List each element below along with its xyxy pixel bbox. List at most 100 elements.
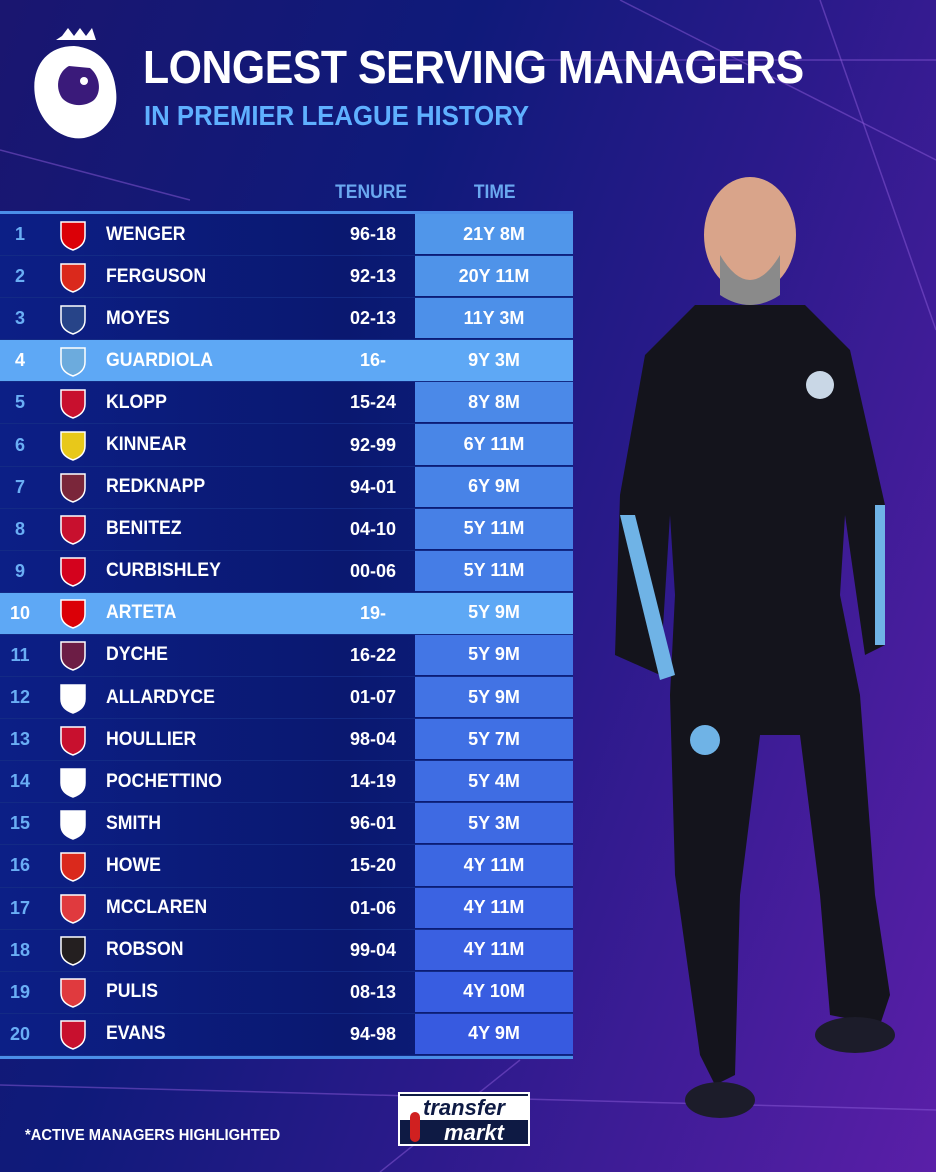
page-title: LONGEST SERVING MANAGERS [143, 41, 804, 93]
manager-name: CURBISHLEY [106, 560, 221, 582]
time-served: 6Y 9M [415, 466, 573, 507]
table-row: 8 BENITEZ 04-10 5Y 11M [0, 508, 573, 551]
manager-name: POCHETTINO [106, 770, 222, 792]
manager-name: MOYES [106, 307, 170, 329]
tenure: 08-13 [349, 981, 397, 1002]
time-served: 5Y 9M [415, 677, 573, 718]
time-served: 5Y 9M [468, 602, 520, 623]
rank: 16 [9, 855, 31, 876]
table-row: 4 GUARDIOLA 16- 9Y 3M [0, 340, 573, 383]
manager-name: HOWE [106, 854, 161, 876]
manager-name: MCCLAREN [106, 897, 208, 919]
tenure: 96-18 [349, 224, 397, 245]
tenure: 16- [359, 350, 386, 371]
column-header-time: TIME [473, 182, 516, 203]
table-row: 5 KLOPP 15-24 8Y 8M [0, 382, 573, 425]
tenure: 14-19 [349, 771, 397, 792]
club-badge-icon [40, 261, 106, 293]
manager-name: ALLARDYCE [106, 686, 215, 708]
table-row: 17 MCCLAREN 01-06 4Y 11M [0, 887, 573, 930]
transfermarkt-logo: transfer markt [398, 1092, 530, 1146]
club-badge-icon [40, 934, 106, 966]
time-served: 20Y 11M [415, 256, 573, 297]
rank: 20 [9, 1023, 31, 1044]
time-served: 21Y 8M [415, 214, 573, 255]
rank: 10 [9, 602, 31, 623]
manager-name: SMITH [106, 812, 161, 834]
club-badge-icon [40, 850, 106, 882]
tenure: 04-10 [349, 518, 397, 539]
table-row: 10 ARTETA 19- 5Y 9M [0, 592, 573, 635]
time-served: 4Y 9M [415, 1013, 573, 1054]
club-badge-icon [40, 1018, 106, 1051]
table-row: 18 ROBSON 99-04 4Y 11M [0, 929, 573, 972]
rank: 11 [10, 644, 30, 665]
rank: 7 [14, 476, 25, 497]
tenure: 15-20 [349, 855, 397, 876]
table-row: 15 SMITH 96-01 5Y 3M [0, 803, 573, 846]
table-row: 7 REDKNAPP 94-01 6Y 9M [0, 466, 573, 509]
manager-name: REDKNAPP [106, 476, 206, 498]
club-badge-icon [40, 513, 106, 545]
table-row: 11 DYCHE 16-22 5Y 9M [0, 634, 573, 678]
rank: 12 [9, 687, 31, 708]
table-row: 3 MOYES 02-13 11Y 3M [0, 298, 573, 341]
rank: 4 [14, 350, 25, 371]
rank: 19 [9, 981, 31, 1002]
manager-name: BENITEZ [106, 518, 182, 540]
manager-name: KLOPP [106, 391, 167, 413]
manager-name: ROBSON [106, 939, 184, 961]
manager-name: PULIS [106, 981, 159, 1003]
manager-name: GUARDIOLA [106, 349, 214, 371]
club-badge-icon [40, 555, 106, 588]
tenure: 98-04 [349, 729, 397, 750]
club-badge-icon [40, 892, 106, 924]
time-served: 11Y 3M [415, 298, 573, 339]
club-badge-icon [40, 976, 106, 1009]
table-row: 2 FERGUSON 92-13 20Y 11M [0, 256, 573, 299]
table-row: 12 ALLARDYCE 01-07 5Y 9M [0, 677, 573, 720]
manager-name: DYCHE [106, 644, 168, 666]
table-row: 1 WENGER 96-18 21Y 8M [0, 214, 573, 257]
time-served: 4Y 11M [415, 929, 573, 970]
club-badge-icon [40, 387, 106, 419]
tenure: 94-01 [349, 476, 397, 497]
column-header-tenure: TENURE [335, 182, 407, 203]
rank: 9 [14, 560, 25, 581]
club-badge-icon [40, 429, 106, 461]
rank: 14 [9, 771, 31, 792]
brand-line2: markt [444, 1120, 504, 1145]
table-row: 9 CURBISHLEY 00-06 5Y 11M [0, 550, 573, 593]
time-served: 5Y 11M [415, 508, 573, 549]
time-served: 5Y 9M [415, 634, 573, 676]
table-row: 14 POCHETTINO 14-19 5Y 4M [0, 761, 573, 804]
manager-name: FERGUSON [106, 265, 207, 287]
club-badge-icon [40, 597, 106, 630]
manager-name: KINNEAR [106, 434, 187, 456]
club-badge-icon [40, 345, 106, 377]
footnote: *ACTIVE MANAGERS HIGHLIGHTED [25, 1127, 281, 1144]
rank: 3 [14, 308, 25, 329]
tenure: 92-99 [349, 434, 397, 455]
managers-table: 1 WENGER 96-18 21Y 8M 2 FERGUSON 92-13 20… [0, 211, 573, 1059]
rank: 1 [14, 224, 25, 245]
time-served: 8Y 8M [415, 382, 573, 423]
tenure: 01-07 [349, 687, 397, 708]
rank: 18 [9, 939, 31, 960]
manager-name: EVANS [106, 1023, 166, 1045]
club-badge-icon [40, 724, 106, 756]
club-badge-icon [40, 682, 106, 714]
time-served: 5Y 3M [415, 803, 573, 844]
club-badge-icon [40, 766, 106, 798]
tenure: 01-06 [349, 897, 397, 918]
time-served: 5Y 4M [415, 761, 573, 802]
time-served: 4Y 10M [415, 971, 573, 1012]
brand-line1: transfer [400, 1096, 528, 1120]
time-served: 5Y 11M [415, 550, 573, 591]
time-served: 4Y 11M [415, 887, 573, 928]
club-badge-icon [40, 219, 106, 251]
tenure: 19- [359, 602, 386, 623]
rank: 8 [14, 518, 25, 539]
tenure: 92-13 [349, 266, 397, 287]
table-row: 6 KINNEAR 92-99 6Y 11M [0, 424, 573, 467]
